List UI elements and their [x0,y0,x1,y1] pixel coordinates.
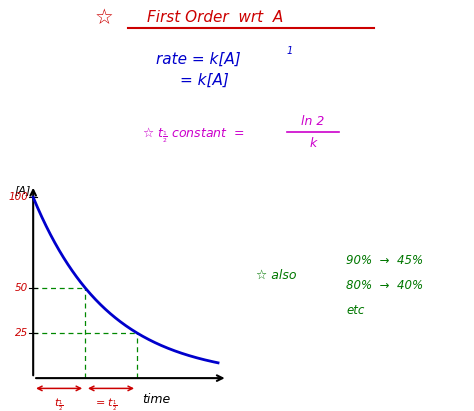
Text: ln 2: ln 2 [301,115,325,128]
Text: ☆ also: ☆ also [256,269,296,282]
Text: 100: 100 [9,192,28,202]
Text: 90%  →  45%: 90% → 45% [346,254,423,268]
Text: 1: 1 [287,46,293,56]
Text: time: time [142,393,171,406]
Text: [A]: [A] [14,185,31,195]
Text: ☆: ☆ [95,9,114,28]
Text: 50: 50 [15,283,28,293]
Text: ☆ $t_{\frac{1}{2}}$ constant  =: ☆ $t_{\frac{1}{2}}$ constant = [142,126,245,145]
Text: 80%  →  40%: 80% → 40% [346,279,423,292]
Text: 25: 25 [15,328,28,338]
Text: = k[A]: = k[A] [180,73,229,88]
Text: = $t_{\frac{1}{2}}$: = $t_{\frac{1}{2}}$ [95,396,118,411]
Text: $t_{\frac{1}{2}}$: $t_{\frac{1}{2}}$ [54,396,64,411]
Text: etc: etc [346,304,365,317]
Text: rate = k[A]: rate = k[A] [156,52,241,67]
Text: k: k [309,137,317,150]
Text: First Order  wrt  A: First Order wrt A [147,10,283,25]
